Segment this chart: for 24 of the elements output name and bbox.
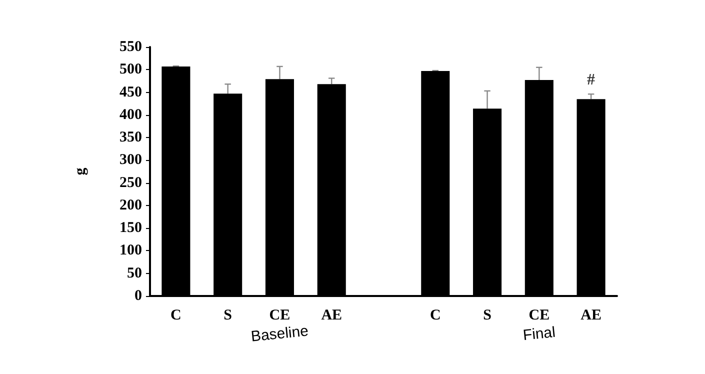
x-tick-label: CE bbox=[269, 308, 290, 324]
x-tick-label: CE bbox=[528, 308, 550, 324]
x-tick-label: AE bbox=[321, 308, 342, 324]
x-tick-label: S bbox=[224, 308, 232, 324]
y-axis-title: g bbox=[72, 167, 88, 176]
y-tick-label: 550 bbox=[120, 39, 142, 55]
x-tick-label: S bbox=[483, 308, 492, 324]
y-tick-label: 500 bbox=[120, 62, 142, 78]
x-tick-label: AE bbox=[580, 308, 602, 324]
y-tick-label: 0 bbox=[134, 288, 142, 304]
y-tick-label: 250 bbox=[120, 174, 142, 191]
y-tick-label: 400 bbox=[120, 106, 142, 123]
y-tick-label: 450 bbox=[120, 84, 142, 100]
y-tick-label: 150 bbox=[120, 220, 142, 236]
text: Final bbox=[522, 324, 556, 344]
y-tick-label: 50 bbox=[127, 265, 142, 282]
y-tick-label: 300 bbox=[120, 152, 142, 168]
text: Baseline bbox=[250, 322, 310, 346]
y-tick-label: 100 bbox=[120, 242, 142, 259]
data-label: # bbox=[587, 72, 596, 89]
x-tick-label: C bbox=[170, 308, 182, 324]
y-tick-label: 200 bbox=[120, 197, 142, 214]
y-tick-label: 350 bbox=[120, 130, 142, 146]
x-tick-label: C bbox=[430, 308, 441, 324]
